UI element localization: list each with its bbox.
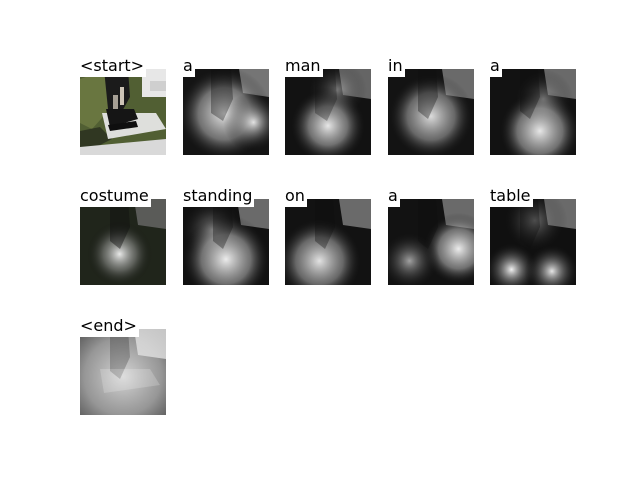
token-cell-a-2: a	[490, 55, 576, 155]
attention-map-graphic	[80, 199, 166, 285]
attention-map	[285, 69, 371, 155]
token-cell-in: in	[388, 55, 474, 155]
attention-map-graphic	[285, 69, 371, 155]
original-photo	[80, 69, 166, 155]
token-cell-table: table	[490, 185, 576, 285]
attention-map-graphic	[183, 69, 269, 155]
attention-map	[285, 199, 371, 285]
token-label: <end>	[80, 315, 139, 337]
token-label: in	[388, 55, 405, 77]
attention-map-graphic	[388, 69, 474, 155]
token-label: man	[285, 55, 323, 77]
attention-map-graphic	[285, 199, 371, 285]
token-cell-standing: standing	[183, 185, 269, 285]
token-cell-end: <end>	[80, 315, 166, 415]
attention-map	[490, 199, 576, 285]
attention-map-graphic	[490, 69, 576, 155]
token-cell-a-3: a	[388, 185, 474, 285]
token-label: standing	[183, 185, 255, 207]
token-label: costume	[80, 185, 151, 207]
attention-map	[80, 199, 166, 285]
attention-map	[388, 69, 474, 155]
attention-map	[183, 69, 269, 155]
attention-map-graphic	[388, 199, 474, 285]
token-cell-start: <start>	[80, 55, 166, 155]
attention-map	[490, 69, 576, 155]
token-label: table	[490, 185, 533, 207]
token-label: <start>	[80, 55, 147, 77]
attention-map	[80, 329, 166, 415]
token-label: a	[490, 55, 502, 77]
attention-map-graphic	[183, 199, 269, 285]
original-photo-graphic	[80, 69, 166, 155]
token-cell-a-1: a	[183, 55, 269, 155]
token-cell-man: man	[285, 55, 371, 155]
attention-map	[388, 199, 474, 285]
token-cell-on: on	[285, 185, 371, 285]
token-label: a	[183, 55, 195, 77]
attention-map	[183, 199, 269, 285]
attention-map-graphic	[80, 329, 166, 415]
token-label: on	[285, 185, 307, 207]
token-label: a	[388, 185, 400, 207]
token-cell-costume: costume	[80, 185, 166, 285]
attention-map-graphic	[490, 199, 576, 285]
